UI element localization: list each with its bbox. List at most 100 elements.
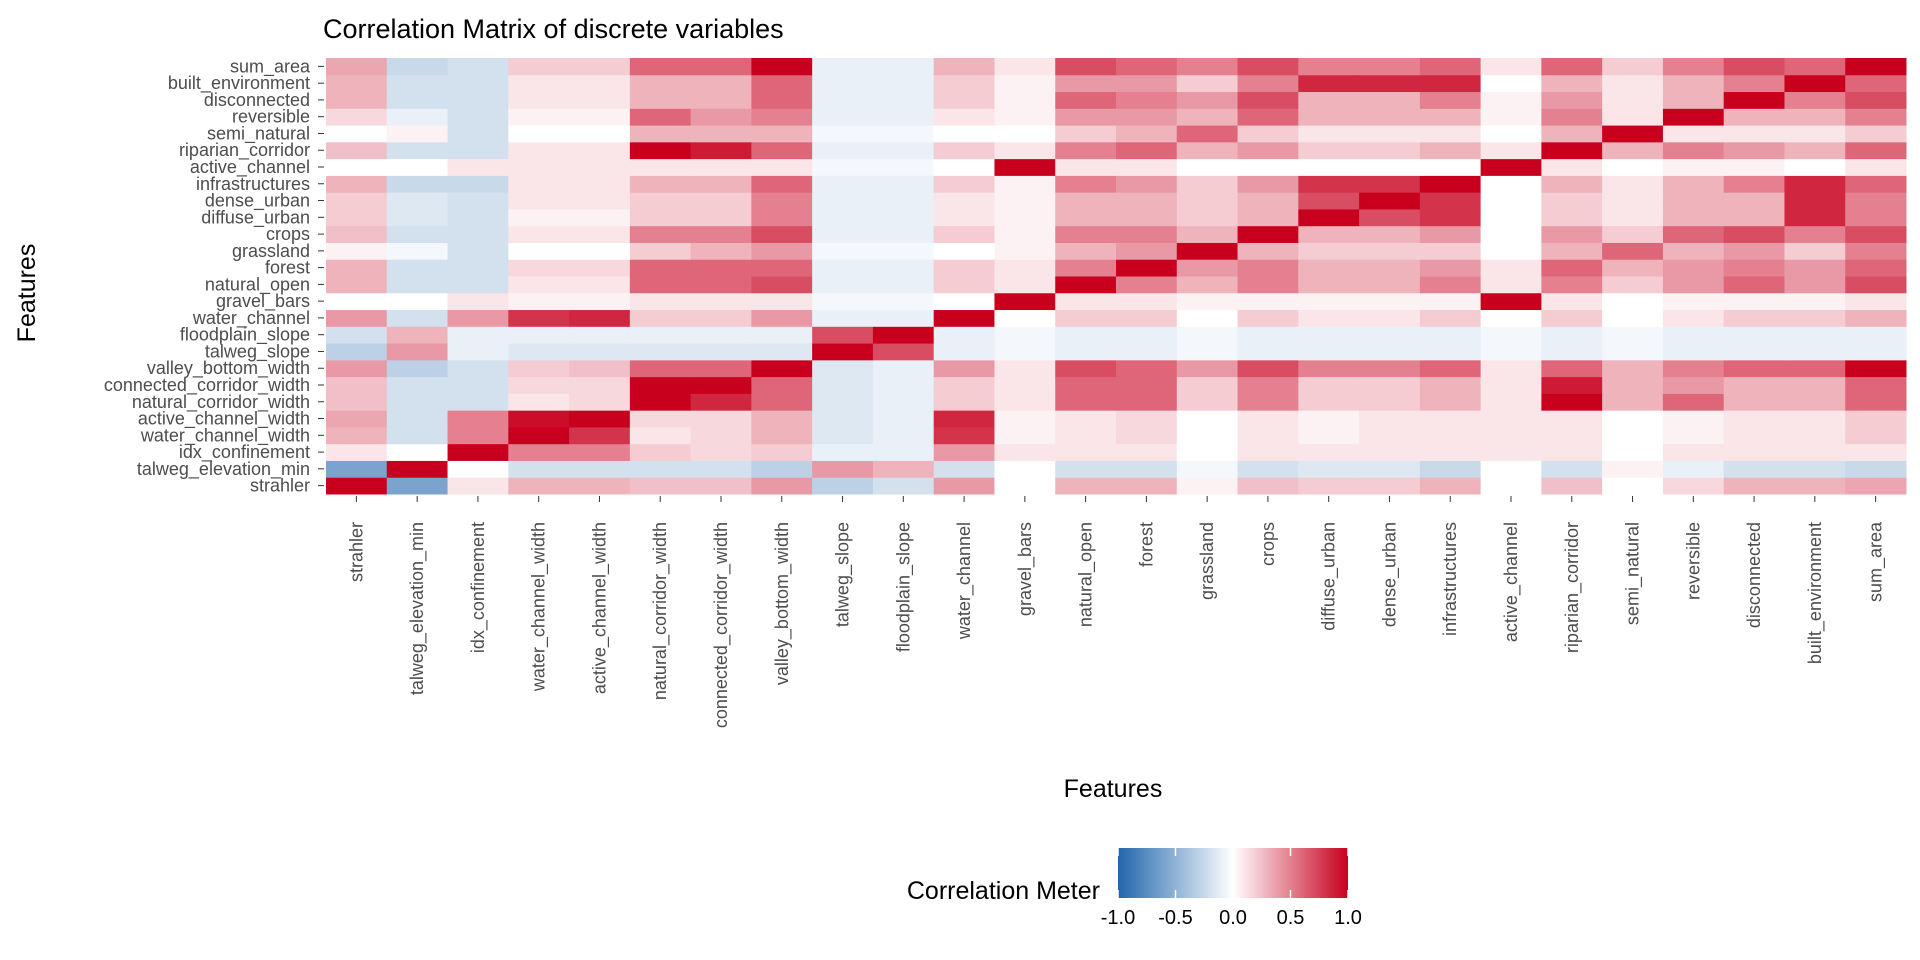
heatmap-cell — [933, 276, 995, 294]
y-tick-label: riparian_corridor — [179, 140, 310, 161]
heatmap-cell — [690, 91, 752, 109]
heatmap-cell — [812, 292, 874, 311]
heatmap-cell — [326, 259, 388, 277]
heatmap-cell — [1176, 393, 1239, 411]
heatmap-cell — [386, 292, 449, 311]
heatmap-cell — [569, 393, 631, 411]
heatmap-cell — [1480, 410, 1542, 428]
y-tick-label: water_channel_width — [140, 425, 310, 446]
heatmap-cell — [326, 58, 388, 76]
heatmap-cell — [690, 376, 752, 394]
heatmap-cell — [1237, 242, 1299, 260]
heatmap-cell — [1116, 108, 1178, 126]
heatmap-cell — [1298, 242, 1360, 260]
heatmap-cell — [569, 309, 631, 327]
heatmap-cell — [812, 208, 874, 227]
heatmap-cell — [1055, 108, 1117, 126]
heatmap-cell — [1176, 108, 1239, 126]
heatmap-cell — [447, 426, 509, 445]
y-tick-label: strahler — [250, 476, 310, 496]
heatmap-cell — [751, 108, 813, 126]
heatmap-cell — [386, 477, 449, 495]
heatmap-cell — [812, 259, 874, 277]
heatmap-cell — [690, 292, 752, 311]
heatmap-cell — [751, 443, 813, 461]
heatmap-cell — [1237, 326, 1299, 344]
heatmap-cell — [1480, 192, 1542, 210]
heatmap-cell — [1602, 74, 1664, 93]
heatmap-cell — [1298, 192, 1360, 210]
heatmap-cell — [1662, 192, 1725, 210]
heatmap-cell — [1176, 242, 1239, 260]
heatmap-cell — [1480, 276, 1542, 294]
heatmap-cell — [629, 460, 692, 478]
heatmap-cell — [872, 175, 935, 193]
heatmap-cell — [751, 460, 813, 478]
heatmap-cell — [569, 125, 631, 143]
heatmap-cell — [386, 141, 449, 160]
heatmap-cell — [1602, 259, 1664, 277]
heatmap-cell — [812, 74, 874, 93]
heatmap-cell — [1055, 376, 1117, 394]
heatmap-cell — [326, 460, 388, 478]
heatmap-cell — [1480, 108, 1542, 126]
heatmap-cell — [1602, 141, 1664, 160]
heatmap-cell — [1055, 326, 1117, 344]
heatmap-cell — [751, 208, 813, 227]
heatmap-cell — [1176, 460, 1239, 478]
heatmap-cell — [1176, 192, 1239, 210]
heatmap-cell — [1784, 58, 1846, 76]
heatmap-cell — [690, 259, 752, 277]
y-tick-label: infrastructures — [196, 174, 310, 194]
heatmap-cell — [690, 326, 752, 344]
heatmap-cell — [1784, 108, 1846, 126]
heatmap-cell — [933, 242, 995, 260]
heatmap-cell — [1784, 443, 1846, 461]
heatmap-cell — [994, 426, 1056, 445]
heatmap-cell — [1784, 376, 1846, 394]
heatmap-cell — [326, 276, 388, 294]
y-tick-label: natural_corridor_width — [132, 392, 310, 413]
heatmap-cell — [629, 74, 692, 93]
heatmap-cell — [1055, 426, 1117, 445]
heatmap-cell — [1602, 460, 1664, 478]
heatmap-cell — [386, 393, 449, 411]
heatmap-cell — [1359, 477, 1421, 495]
heatmap-cell — [1176, 359, 1239, 378]
heatmap-cell — [1298, 460, 1360, 478]
x-tick-label: valley_bottom_width — [772, 522, 793, 685]
heatmap-cell — [1176, 125, 1239, 143]
heatmap-cell — [1662, 74, 1725, 93]
heatmap-cell — [569, 276, 631, 294]
heatmap-cell — [386, 175, 449, 193]
heatmap-cell — [1784, 242, 1846, 260]
heatmap-cell — [569, 175, 631, 193]
heatmap-cell — [1602, 309, 1664, 327]
heatmap-cell — [994, 376, 1056, 394]
heatmap-cell — [1541, 426, 1603, 445]
heatmap-cell — [1116, 410, 1178, 428]
heatmap-cell — [1055, 175, 1117, 193]
heatmap-cell — [690, 343, 752, 361]
heatmap-cell — [1784, 192, 1846, 210]
heatmap-cell — [1723, 426, 1785, 445]
heatmap-cell — [1602, 376, 1664, 394]
heatmap-cell — [751, 259, 813, 277]
heatmap-cell — [1662, 125, 1725, 143]
heatmap-cell — [1116, 326, 1178, 344]
heatmap-cell — [1298, 125, 1360, 143]
y-tick-label: disconnected — [204, 90, 310, 110]
heatmap-cell — [569, 158, 631, 176]
heatmap-cell — [1662, 477, 1725, 495]
heatmap-cell — [1116, 141, 1178, 160]
y-tick-label: active_channel — [190, 157, 310, 178]
heatmap-cell — [1480, 74, 1542, 93]
heatmap-cell — [508, 359, 570, 378]
colorbar-ticks: -1.0 -0.5 0.0 0.5 1.0 — [1101, 848, 1362, 929]
heatmap-cell — [1359, 225, 1421, 243]
heatmap-cell — [629, 91, 692, 109]
heatmap-cell — [751, 192, 813, 210]
heatmap-cell — [1662, 91, 1725, 109]
heatmap-cell — [508, 74, 570, 93]
heatmap-cell — [751, 276, 813, 294]
